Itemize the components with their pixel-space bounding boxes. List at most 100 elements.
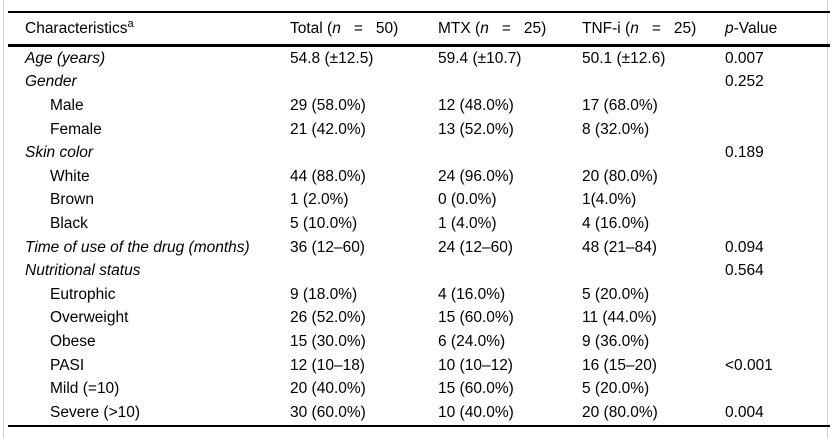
cell-total [290,259,438,283]
cell-mtx: 0 (0.0%) [438,191,497,209]
figure-left-edge-line [3,0,4,438]
table-row: Skin color 0.189 [8,141,830,165]
cell-pvalue [725,212,830,236]
cell-mtx: 15 (60.0%) [438,309,514,327]
table-row: Female 21 (42.0%) 13 (52.0%) 8 (32.0%) [8,118,830,142]
table-row: Nutritional status 0.564 [8,259,830,283]
cell-mtx: 10 (10–12) [438,356,513,374]
row-label: Male [50,96,84,114]
table-row: White 44 (88.0%) 24 (96.0%) 20 (80.0%) [8,165,830,189]
cell-tnfi [582,259,725,283]
row-label: Severe (>10) [8,400,290,427]
row-label: Eutrophic [50,285,116,303]
cell-mtx: 15 (60.0%) [438,380,514,398]
row-label: Obese [50,332,96,350]
cell-pvalue [725,165,830,189]
cell-mtx: 4 (16.0%) [438,285,506,303]
table-row: Brown 1 (2.0%) 0 (0.0%) 1(4.0%) [8,189,830,213]
cell-total: 1 (2.0%) [290,191,349,209]
cell-pvalue: 0.252 [725,73,764,91]
cell-pvalue: 0.007 [725,49,764,67]
cell-total: 5 (10.0%) [290,214,358,232]
characteristics-table: Characteristicsa Total (n = 50) MTX (n = 25)… [8,11,830,427]
cell-mtx [438,141,582,165]
col-header-total: Total (n = 50) [290,11,438,47]
cell-total [290,71,438,95]
cell-pvalue [725,94,830,118]
row-label: Overweight [50,309,129,327]
cell-pvalue [725,189,830,213]
cell-total: 44 (88.0%) [290,167,366,185]
col-header-characteristics: Characteristicsa [8,11,290,47]
table-row: Overweight 26 (52.0%) 15 (60.0%) 11 (44.0%) [8,307,830,331]
cell-mtx: 59.4 (±10.7) [438,49,522,67]
cell-tnfi [582,71,725,95]
cell-tnfi: 20 (80.0%) [582,167,658,185]
cell-pvalue: 0.564 [725,262,764,280]
row-label: Brown [50,191,94,209]
row-label: Skin color [25,144,94,162]
row-label: Age (years) [25,49,106,67]
cell-total: 29 (58.0%) [290,96,366,114]
cell-mtx [438,71,582,95]
cell-total: 36 (12–60) [290,238,365,256]
cell-tnfi [582,141,725,165]
cell-total: 26 (52.0%) [290,309,366,327]
table-row: Obese 15 (30.0%) 6 (24.0%) 9 (36.0%) [8,330,830,354]
cell-pvalue [725,118,830,142]
cell-mtx [438,259,582,283]
cell-pvalue: 0.189 [725,144,764,162]
table-row: Eutrophic 9 (18.0%) 4 (16.0%) 5 (20.0%) [8,283,830,307]
cell-tnfi: 8 (32.0%) [582,120,650,138]
col-header-mtx: MTX (n = 25) [438,11,582,47]
col-header-pvalue: p-Value [725,11,830,47]
cell-pvalue: 0.094 [725,238,764,256]
cell-pvalue [725,283,830,307]
row-label: White [50,167,90,185]
cell-mtx: 24 (96.0%) [438,167,514,185]
table-row: Male 29 (58.0%) 12 (48.0%) 17 (68.0%) [8,94,830,118]
cell-tnfi: 16 (15–20) [582,356,657,374]
cell-total: 21 (42.0%) [290,120,366,138]
cell-tnfi: 20 (80.0%) [582,400,725,427]
cell-tnfi: 1(4.0%) [582,191,637,209]
cell-total: 30 (60.0%) [290,400,438,427]
cell-pvalue: <0.001 [725,356,773,374]
cell-pvalue [725,330,830,354]
table-row: Time of use of the drug (months) 36 (12–6… [8,236,830,260]
cell-total: 15 (30.0%) [290,332,366,350]
row-label: Time of use of the drug (months) [25,238,250,256]
header-row: Characteristicsa Total (n = 50) MTX (n = 25)… [8,11,830,47]
cell-tnfi: 50.1 (±12.6) [582,49,666,67]
cell-pvalue [725,377,830,401]
cell-tnfi: 4 (16.0%) [582,214,650,232]
table-row: PASI 12 (10–18) 10 (10–12) 16 (15–20) <0.001 [8,354,830,378]
cell-pvalue [725,307,830,331]
table-row: Black 5 (10.0%) 1 (4.0%) 4 (16.0%) [8,212,830,236]
cell-total: 20 (40.0%) [290,380,366,398]
cell-mtx: 24 (12–60) [438,238,513,256]
table-row: Gender 0.252 [8,71,830,95]
col-header-characteristics-label: Characteristics [25,19,128,37]
cell-mtx: 6 (24.0%) [438,332,506,350]
row-label: Black [50,214,88,232]
cell-tnfi: 48 (21–84) [582,238,657,256]
cell-tnfi: 17 (68.0%) [582,96,658,114]
cell-mtx: 10 (40.0%) [438,400,582,427]
footnote-marker: a [127,17,134,30]
cell-tnfi: 9 (36.0%) [582,332,650,350]
cell-tnfi: 5 (20.0%) [582,380,650,398]
cell-total [290,141,438,165]
cell-tnfi: 5 (20.0%) [582,285,650,303]
row-label: Nutritional status [25,262,141,280]
row-label: Gender [25,73,77,91]
figure-right-edge-line [827,0,828,438]
row-label: Mild (=10) [50,380,120,398]
cell-mtx: 1 (4.0%) [438,214,497,232]
row-label: Female [50,120,102,138]
table-row: Age (years) 54.8 (±12.5) 59.4 (±10.7) 50.1 … [8,46,830,71]
table-row: Severe (>10) 30 (60.0%) 10 (40.0%) 20 (80.0… [8,400,830,427]
cell-mtx: 13 (52.0%) [438,120,514,138]
cell-total: 12 (10–18) [290,356,365,374]
